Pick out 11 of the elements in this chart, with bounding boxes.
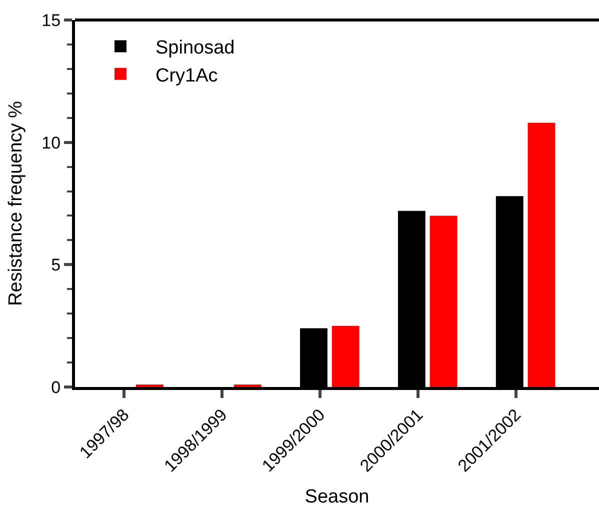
legend-label: Cry1Ac [155,65,218,86]
y-axis-title: Resistance frequency % [6,100,27,306]
y-tick-label: 5 [51,256,61,275]
y-tick-label: 0 [51,378,61,397]
legend-label: Spinosad [155,38,235,59]
bar [430,216,458,387]
y-tick-label: 10 [42,133,61,152]
x-axis-title: Season [304,486,370,508]
bar [332,326,360,387]
bar [528,122,556,387]
y-tick-label: 15 [42,10,61,30]
